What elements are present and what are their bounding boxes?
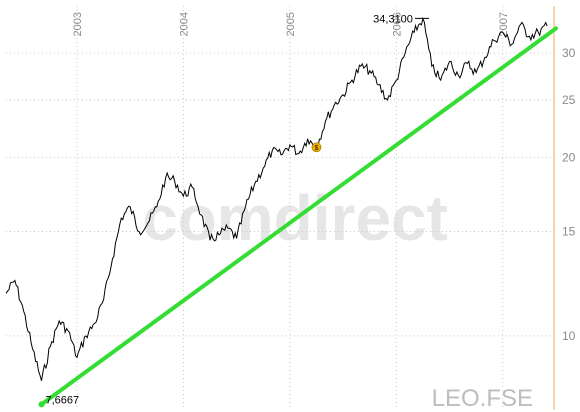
y-tick-label: 25 bbox=[562, 93, 576, 107]
ticker-label: LEO.FSE bbox=[432, 385, 533, 412]
dividend-label: $ bbox=[315, 145, 319, 152]
trendline bbox=[39, 26, 558, 407]
y-tick-label: 15 bbox=[562, 224, 576, 238]
y-tick-label: 30 bbox=[562, 46, 576, 60]
y-tick-label: 10 bbox=[562, 329, 576, 343]
year-axis-ticks: 2003 2004 2005 2006 2007 bbox=[72, 12, 510, 36]
year-tick-label: 2006 bbox=[391, 12, 403, 36]
dividend-icon[interactable] bbox=[311, 142, 322, 153]
price-series-line bbox=[5, 16, 548, 381]
year-tick-label: 2007 bbox=[498, 12, 510, 36]
y-tick-label: 20 bbox=[562, 150, 576, 164]
dividend-marker[interactable]: $ bbox=[311, 142, 322, 153]
min-value-label: 7,6667 bbox=[45, 394, 79, 406]
max-value-label: 34,3100 bbox=[373, 13, 413, 25]
year-tick-label: 2003 bbox=[72, 12, 84, 36]
y-axis-ticks: 10 15 20 25 30 bbox=[562, 46, 576, 343]
year-tick-label: 2004 bbox=[178, 12, 190, 36]
year-tick-label: 2005 bbox=[285, 12, 297, 36]
trendline-start-dot bbox=[38, 401, 45, 408]
grid-layer bbox=[6, 6, 556, 410]
